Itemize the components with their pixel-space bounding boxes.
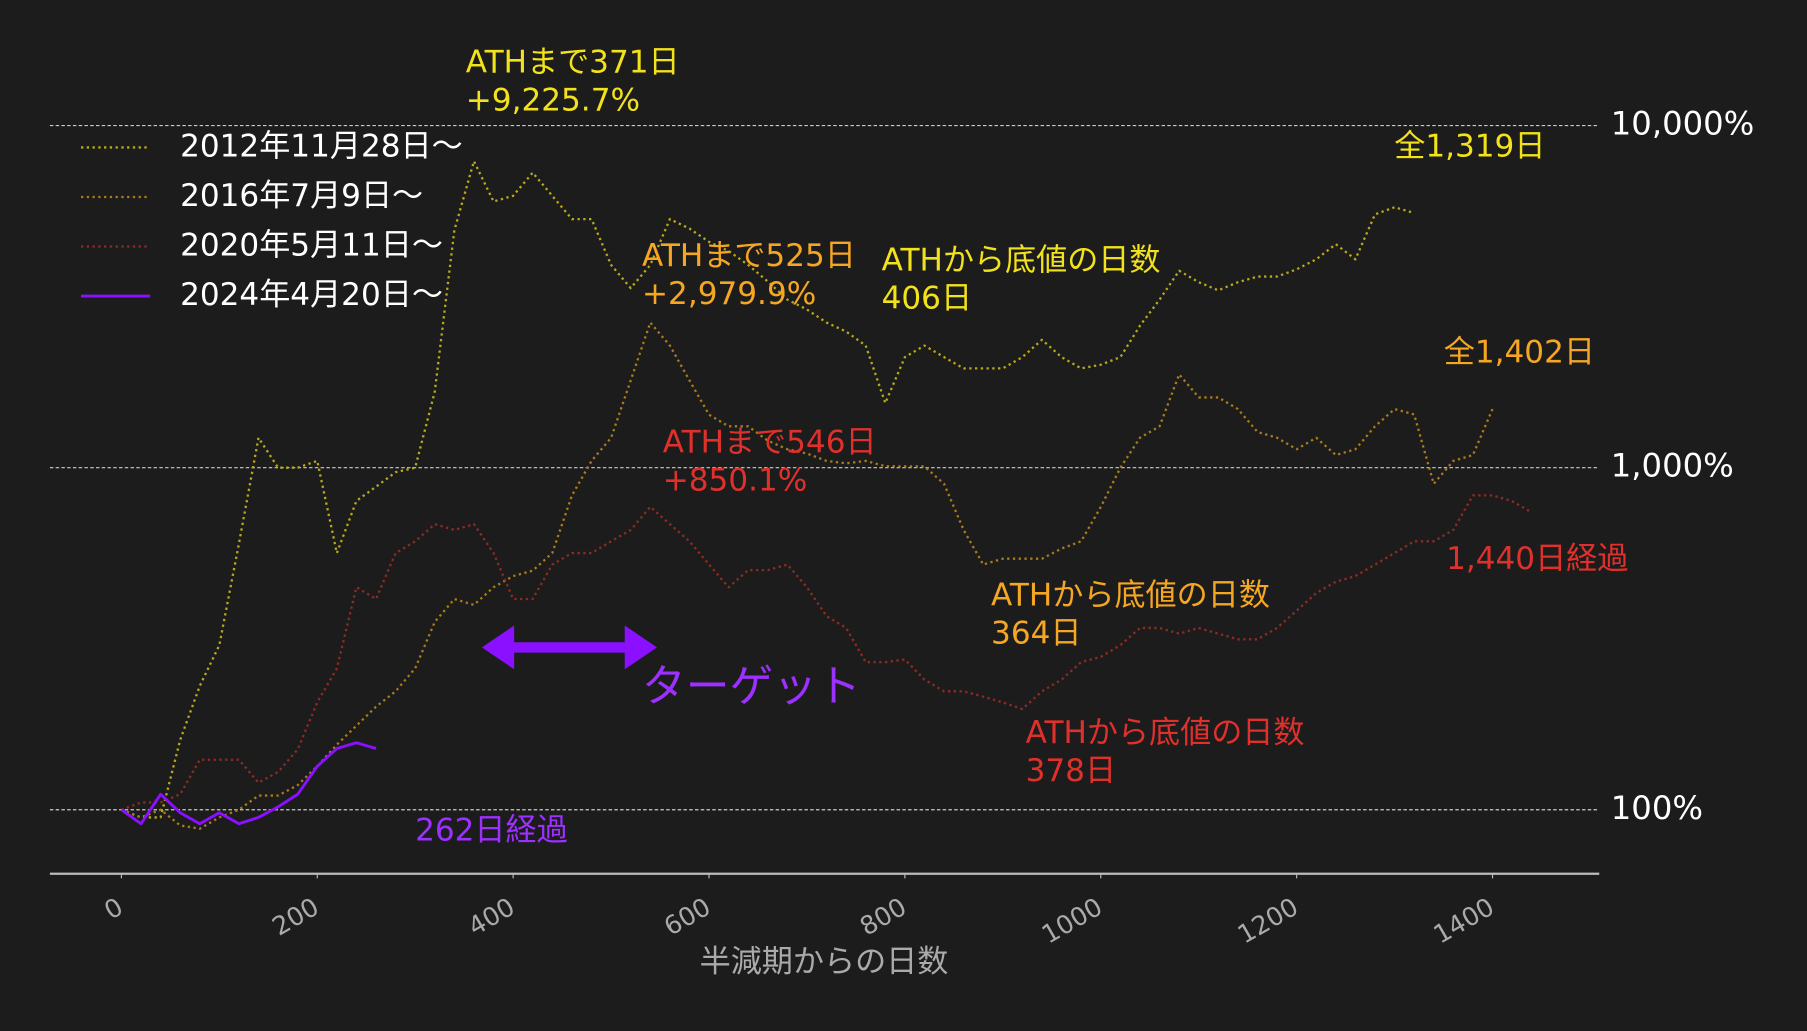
annotation: ATHから底値の日数	[1026, 715, 1305, 751]
annotation: ATHまで371日	[466, 44, 680, 80]
legend-label: 2020年5月11日〜	[180, 228, 443, 264]
legend: 2012年11月28日〜 2016年7月9日〜 2020年5月11日〜 2024年4月…	[81, 128, 463, 313]
annotation: ターゲット	[642, 661, 861, 712]
series-line	[120, 741, 377, 826]
annotation: ATHまで525日	[642, 238, 856, 274]
annotation: ATHまで546日	[663, 425, 877, 461]
annotation: 406日	[882, 281, 972, 317]
y-tick-label: 1,000%	[1611, 447, 1734, 485]
legend-label: 2024年4月20日〜	[180, 277, 443, 313]
y-tick-label: 100%	[1611, 789, 1703, 827]
legend-label: 2016年7月9日〜	[180, 178, 423, 214]
target-arrow	[481, 625, 657, 670]
arrow-head	[624, 625, 657, 670]
y-tick-label: 10,000%	[1611, 105, 1755, 143]
annotation: ATHから底値の日数	[991, 578, 1270, 614]
legend-label: 2012年11月28日〜	[180, 128, 463, 164]
series-line	[121, 321, 1494, 830]
annotation: 1,440日経過	[1446, 541, 1628, 577]
annotation: 全1,319日	[1394, 128, 1545, 164]
annotation: 262日経過	[415, 813, 568, 849]
annotation: +9,225.7%	[466, 82, 640, 118]
annotation: +2,979.9%	[642, 276, 816, 312]
arrow-head	[481, 625, 515, 670]
annotation: 364日	[991, 616, 1081, 652]
annotation: 378日	[1026, 753, 1116, 789]
annotation: 全1,402日	[1444, 335, 1595, 371]
x-axis-label: 半減期からの日数	[700, 944, 949, 980]
annotation: ATHから底値の日数	[882, 242, 1161, 278]
annotation: +850.1%	[663, 463, 808, 499]
